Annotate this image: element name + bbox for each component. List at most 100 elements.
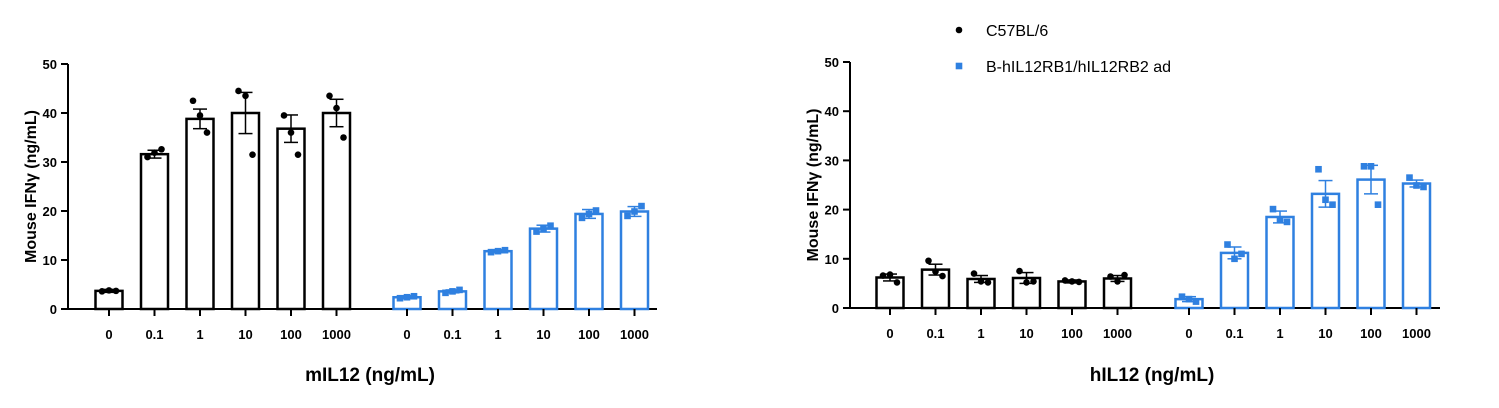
data-point: [879, 272, 887, 279]
x-axis-title: hIL12 (ng/mL): [1090, 365, 1215, 386]
y-tick-label: 0: [50, 302, 57, 317]
data-point: [1068, 278, 1076, 285]
data-point: [1315, 165, 1322, 173]
y-tick-label: 40: [43, 106, 57, 121]
data-point: [540, 225, 547, 232]
x-tick-label: 100: [578, 327, 600, 342]
bar: [139, 152, 170, 311]
data-point: [533, 228, 540, 235]
data-point: [144, 153, 151, 161]
bar: [1265, 215, 1295, 310]
x-tick-label: 100: [280, 327, 302, 342]
legend: C57BL/6 B-hIL12RB1/hIL12RB2 ad: [955, 23, 1171, 76]
bar: [483, 249, 513, 311]
x-tick-label: 0: [403, 327, 410, 342]
data-point: [196, 112, 204, 119]
x-tick-label: 100: [1360, 326, 1382, 341]
x-tick-label: 1: [196, 327, 203, 342]
data-point: [1114, 278, 1121, 285]
data-point: [98, 288, 106, 295]
data-point: [456, 286, 463, 294]
data-point: [1075, 278, 1083, 286]
y-tick-label: 50: [825, 55, 839, 70]
data-point: [893, 279, 901, 286]
data-point: [326, 92, 333, 100]
x-axis-title: mIL12 (ng/mL): [305, 365, 435, 386]
y-tick-label: 40: [825, 104, 839, 119]
data-point: [1192, 298, 1200, 305]
data-point: [1367, 163, 1375, 170]
data-point: [1374, 201, 1382, 208]
y-tick-label: 10: [825, 252, 839, 267]
x-tick-label: 1: [977, 326, 984, 341]
y-tick-label: 10: [43, 253, 57, 268]
data-point: [984, 279, 992, 286]
legend-label-1: B-hIL12RB1/hIL12RB2 ad: [986, 59, 1171, 76]
data-point: [1231, 255, 1238, 263]
data-point: [242, 92, 249, 100]
data-point: [1420, 183, 1427, 191]
x-tick-label: 1000: [620, 327, 649, 342]
data-point: [1121, 271, 1128, 279]
x-tick-label: 1000: [322, 327, 351, 342]
bar: [185, 117, 215, 311]
x-tick-label: 10: [1019, 326, 1033, 341]
legend-marker-0: [955, 26, 963, 34]
data-point: [1360, 163, 1368, 170]
legend-marker-1: [955, 62, 963, 70]
y-tick-label: 20: [825, 203, 839, 218]
bar: [528, 227, 559, 311]
data-point: [280, 112, 288, 119]
x-tick-label: 1000: [1103, 326, 1132, 341]
bar: [230, 111, 261, 311]
data-point: [487, 248, 495, 256]
data-point: [547, 222, 554, 229]
data-point: [970, 270, 978, 277]
data-point: [333, 104, 340, 112]
data-point: [932, 268, 939, 275]
data-point: [1413, 182, 1420, 189]
data-point: [624, 212, 631, 220]
data-point: [105, 287, 113, 294]
data-point: [294, 151, 302, 158]
data-point: [977, 278, 985, 285]
data-point: [1178, 293, 1186, 300]
data-point: [585, 210, 593, 218]
data-point: [449, 288, 456, 295]
data-point: [1023, 279, 1030, 286]
y-tick-label: 30: [43, 155, 57, 170]
bar: [1401, 182, 1432, 310]
x-tick-label: 1000: [1402, 326, 1431, 341]
x-tick-label: 10: [536, 327, 550, 342]
bar: [1057, 280, 1087, 310]
data-point: [1329, 201, 1336, 208]
x-tick-label: 0: [886, 326, 893, 341]
bar: [619, 210, 650, 311]
y-tick-label: 0: [832, 301, 839, 316]
data-point: [578, 214, 586, 222]
data-point: [1283, 218, 1291, 226]
data-point: [235, 87, 242, 95]
x-tick-label: 1: [1276, 326, 1283, 341]
data-point: [1322, 196, 1329, 204]
data-point: [494, 247, 502, 255]
data-point: [1016, 267, 1023, 275]
legend-label-0: C57BL/6: [986, 23, 1048, 40]
y-axis-title: Mouse IFNγ (ng/mL): [805, 109, 822, 262]
data-point: [1276, 216, 1284, 223]
x-tick-label: 1: [494, 327, 501, 342]
x-tick-label: 100: [1061, 326, 1083, 341]
data-point: [158, 145, 165, 153]
data-point: [287, 129, 295, 136]
x-tick-label: 10: [1318, 326, 1332, 341]
data-point: [249, 151, 256, 158]
data-point: [1224, 241, 1231, 248]
y-tick-label: 50: [43, 57, 57, 72]
y-tick-label: 30: [825, 153, 839, 168]
data-point: [638, 202, 645, 210]
data-point: [501, 246, 509, 254]
data-point: [592, 207, 600, 214]
